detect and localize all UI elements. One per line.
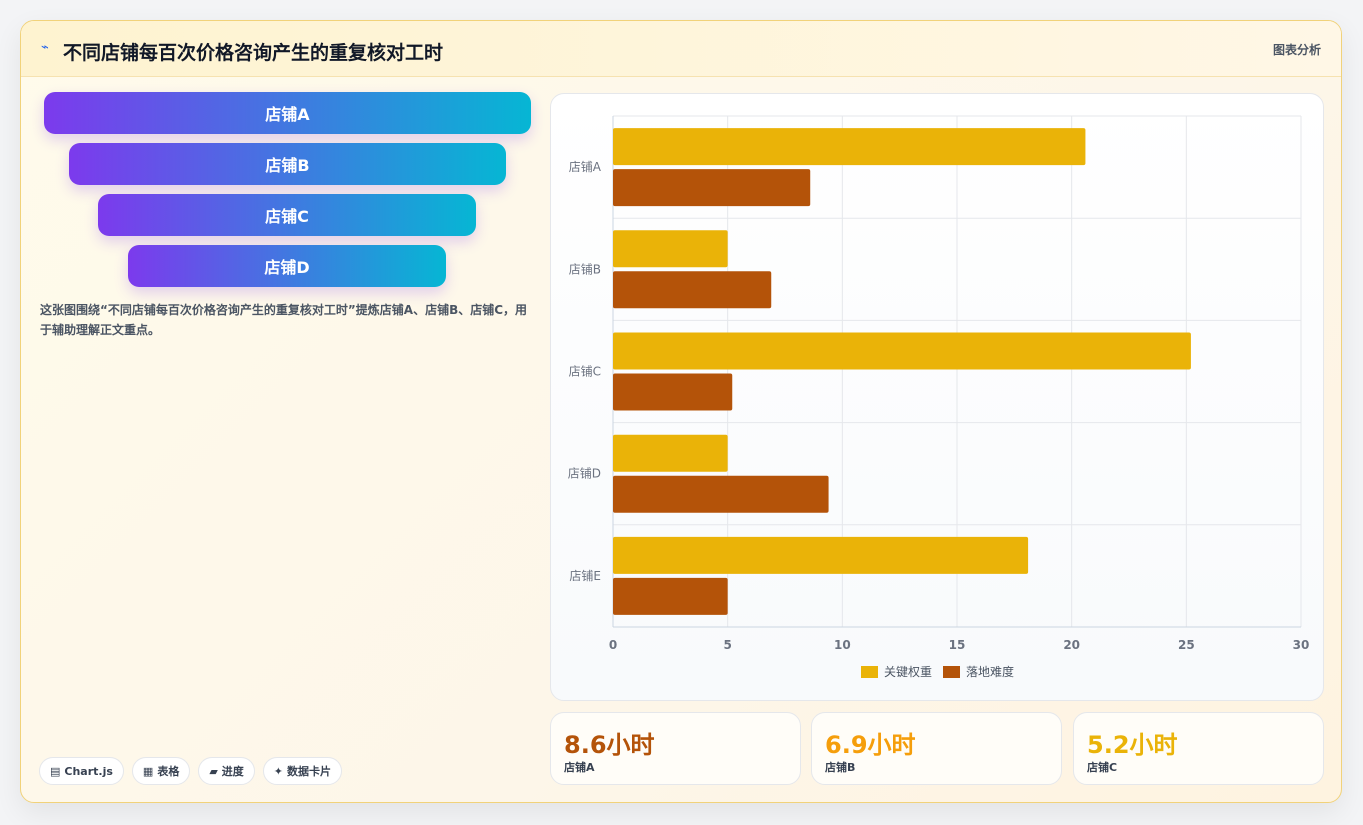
- kpi-card-c: 5.2小时 店铺C: [1073, 712, 1324, 785]
- y-tick-label: 店铺E: [569, 569, 601, 583]
- y-tick-label: 店铺C: [569, 365, 601, 379]
- kpi-label: 店铺A: [564, 761, 595, 774]
- chip-data-card[interactable]: ✦ 数据卡片: [262, 757, 343, 785]
- x-tick-label: 5: [723, 638, 731, 652]
- legend-label: 落地难度: [966, 664, 1014, 679]
- x-tick-label: 10: [834, 638, 851, 652]
- funnel-stage-b: 店铺B: [69, 143, 506, 185]
- table-icon: ▦: [142, 764, 154, 778]
- y-tick-label: 店铺D: [568, 467, 601, 481]
- page-title: 不同店铺每百次价格咨询产生的重复核对工时: [63, 42, 444, 64]
- chip-label: 表格: [157, 765, 180, 778]
- x-tick-label: 25: [1178, 638, 1195, 652]
- bar: [613, 128, 1086, 166]
- chart-icon: ▤: [50, 764, 61, 778]
- bar: [613, 434, 728, 472]
- kpi-value: 6.9小时: [825, 731, 916, 759]
- kpi-label: 店铺C: [1087, 761, 1118, 774]
- kpi-card-a: 8.6小时 店铺A: [550, 712, 801, 785]
- chip-label: 进度: [221, 765, 244, 778]
- funnel-stage-a: 店铺A: [44, 92, 531, 134]
- bar-chart-panel: 0 5 10 15 20 25 30 店铺A 店铺B 店铺C 店铺D 店铺E 关键权重 落地难度: [550, 93, 1324, 701]
- kpi-value: 5.2小时: [1087, 731, 1178, 759]
- chip-chartjs[interactable]: ▤ Chart.js: [39, 757, 124, 785]
- bar: [613, 536, 1029, 574]
- funnel-stage-d: 店铺D: [128, 245, 446, 287]
- kpi-value: 8.6小时: [564, 731, 655, 759]
- progress-icon: ▰: [209, 764, 218, 778]
- kpi-label: 店铺B: [825, 761, 856, 774]
- y-tick-label: 店铺B: [569, 262, 601, 276]
- bar: [613, 373, 733, 411]
- x-tick-label: 0: [609, 638, 617, 652]
- legend-swatch: [861, 666, 878, 678]
- funnel-stage-c: 店铺C: [98, 194, 476, 236]
- bar: [613, 577, 728, 615]
- x-tick-label: 20: [1063, 638, 1080, 652]
- sparkle-icon: ✦: [273, 764, 284, 778]
- bar: [613, 271, 772, 309]
- legend-label: 关键权重: [884, 665, 932, 679]
- chip-label: Chart.js: [64, 764, 113, 778]
- kpi-card-b: 6.9小时 店铺B: [811, 712, 1062, 785]
- feature-chips: ▤ Chart.js ▦ 表格 ▰ 进度 ✦ 数据卡片: [39, 757, 343, 785]
- chip-label: 数据卡片: [287, 765, 332, 778]
- y-tick-label: 店铺A: [569, 160, 602, 174]
- bar: [613, 230, 728, 268]
- legend-swatch: [943, 666, 960, 678]
- trend-line-icon: ⌁: [41, 39, 49, 54]
- card-header: ⌁ 不同店铺每百次价格咨询产生的重复核对工时 图表分析: [21, 21, 1341, 77]
- bar-chart: 0 5 10 15 20 25 30 店铺A 店铺B 店铺C 店铺D 店铺E 关键权重 落地难度: [568, 115, 1310, 679]
- analysis-tag: 图表分析: [1272, 43, 1321, 57]
- x-tick-label: 15: [949, 638, 966, 652]
- chart-card: ⌁ 不同店铺每百次价格咨询产生的重复核对工时 图表分析 店铺A 店铺B 店铺C …: [20, 20, 1342, 803]
- chart-description: 这张图围绕“不同店铺每百次价格咨询产生的重复核对工时”提炼店铺A、店铺B、店铺C…: [40, 303, 528, 337]
- bar: [613, 169, 811, 207]
- chip-progress[interactable]: ▰ 进度: [198, 757, 255, 785]
- x-tick-label: 30: [1293, 638, 1310, 652]
- bar: [613, 332, 1191, 370]
- bar: [613, 475, 829, 513]
- chip-table[interactable]: ▦ 表格: [131, 757, 191, 785]
